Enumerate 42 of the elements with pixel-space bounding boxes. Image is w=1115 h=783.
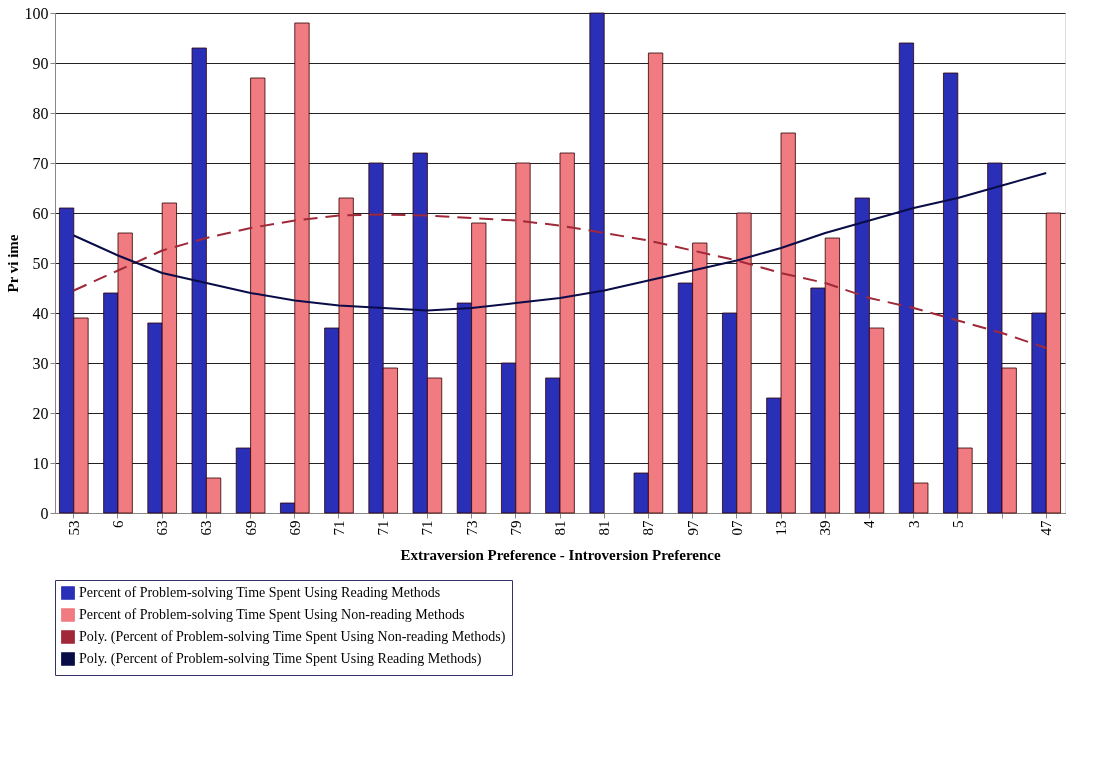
y-tick-label: 60 — [32, 204, 49, 222]
x-tick-label: 71 — [330, 520, 347, 536]
x-tick-label: 79 — [507, 520, 524, 536]
legend-label: Poly. (Percent of Problem-solving Time Spent Using Reading Methods) — [79, 651, 482, 667]
line-series — [72, 172, 1048, 312]
x-tick-label: 63 — [154, 520, 171, 536]
y-tick-label: 20 — [32, 404, 49, 422]
x-tick-label: 63 — [198, 520, 215, 536]
y-tick-label: 40 — [32, 304, 49, 322]
x-tick-label: 4 — [861, 520, 878, 528]
x-tick-label: 6 — [109, 520, 126, 528]
y-axis-title: Pr vi ime — [4, 234, 21, 293]
x-tick-label: 71 — [419, 520, 436, 536]
legend-label: Percent of Problem-solving Time Spent Using Non-reading Methods — [79, 607, 465, 622]
y-tick-label: 80 — [32, 104, 49, 122]
x-tick-label: 73 — [463, 520, 480, 536]
x-tick-label: 81 — [596, 520, 613, 536]
y-tick-label: 100 — [24, 4, 49, 22]
x-tick-label: 53 — [65, 520, 82, 536]
y-tick-label: 30 — [32, 354, 49, 372]
bar — [589, 12, 605, 514]
x-tick-label: 5 — [949, 520, 966, 528]
x-tick-label: 69 — [242, 520, 259, 536]
x-tick-label: 39 — [817, 520, 834, 536]
x-tick-label: 69 — [286, 520, 303, 536]
x-tick-label: 87 — [640, 520, 657, 536]
y-tick-label: 50 — [32, 254, 49, 272]
y-tick-label: 90 — [32, 54, 49, 72]
y-tick-label: 70 — [32, 154, 49, 172]
legend-label: Percent of Problem-solving Time Spent Using Reading Methods — [79, 585, 441, 600]
x-axis-title: Extraversion Preference - Introversion Preference — [400, 546, 721, 563]
y-tick-label: 10 — [32, 454, 49, 472]
legend-label: Poly. (Percent of Problem-solving Time Spent Using Non-reading Methods) — [79, 629, 506, 645]
x-tick-label: 07 — [728, 520, 745, 536]
x-tick-label: 13 — [773, 520, 790, 536]
x-tick-label: 81 — [552, 520, 568, 536]
x-tick-label: 3 — [905, 520, 922, 528]
x-tick-label: 47 — [1038, 520, 1055, 536]
y-tick-label: 0 — [40, 504, 49, 522]
x-tick-label: 97 — [684, 520, 701, 536]
x-tick-label: 71 — [375, 520, 392, 536]
line-series — [72, 213, 1048, 349]
